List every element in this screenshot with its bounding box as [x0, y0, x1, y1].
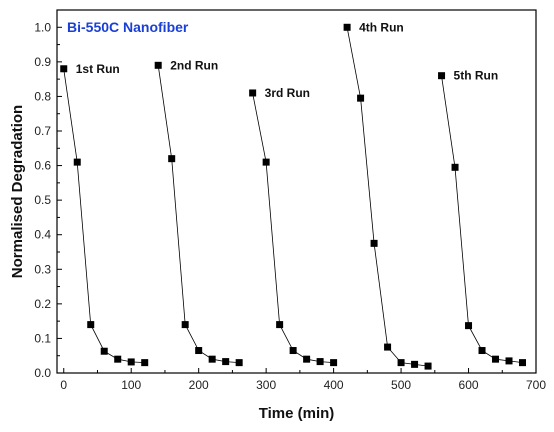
data-point	[505, 357, 513, 365]
y-axis-title: Normalised Degradation	[9, 105, 26, 278]
y-tick-label: 0.0	[34, 366, 51, 380]
data-point	[397, 359, 405, 367]
x-tick-label: 400	[324, 378, 344, 392]
y-tick-label: 0.8	[34, 89, 51, 103]
data-point	[465, 322, 473, 330]
y-tick-label: 0.5	[34, 193, 51, 207]
data-point	[195, 347, 203, 355]
data-point	[73, 158, 81, 166]
data-point	[262, 158, 270, 166]
y-tick-label: 0.2	[34, 297, 51, 311]
x-axis-title: Time (min)	[259, 405, 335, 422]
x-tick-label: 500	[391, 378, 411, 392]
series-3: 3rd Run	[249, 86, 338, 367]
data-point	[127, 358, 135, 366]
x-tick-label: 300	[256, 378, 276, 392]
data-point	[438, 72, 446, 80]
y-tick-label: 1.0	[34, 20, 51, 34]
run-label: 1st Run	[76, 62, 120, 76]
run-label: 3rd Run	[265, 86, 310, 100]
axes-group: 0 100 200 300 400 500 600 700 0.0 0.1 0.2 0.3 0.4 0.5…	[34, 9, 546, 392]
labels-group: Bi-550C Nanofiber Time (min) Normalised …	[9, 19, 334, 422]
y-tick-label: 0.4	[34, 228, 51, 242]
data-point	[411, 360, 419, 368]
data-point	[154, 61, 162, 69]
data-point	[519, 359, 527, 367]
data-point	[492, 355, 500, 363]
data-point	[316, 358, 324, 366]
data-point	[222, 358, 230, 366]
data-point	[249, 89, 257, 97]
x-tick-label: 700	[526, 378, 546, 392]
series-5: 5th Run	[438, 69, 527, 367]
data-point	[235, 359, 243, 367]
y-tick-label: 0.3	[34, 262, 51, 276]
data-point	[424, 362, 432, 370]
x-tick-label: 600	[459, 378, 479, 392]
data-point	[114, 355, 122, 363]
data-point	[370, 239, 378, 247]
data-point	[181, 321, 189, 329]
run-label: 2nd Run	[170, 58, 218, 72]
y-tick-label: 0.6	[34, 159, 51, 173]
data-point	[357, 94, 365, 102]
run-label: 5th Run	[454, 69, 499, 83]
data-point	[303, 355, 311, 363]
run-label: 4th Run	[359, 20, 404, 34]
data-point	[168, 155, 176, 163]
data-point	[384, 343, 392, 351]
data-point	[60, 65, 68, 73]
data-point	[289, 347, 297, 355]
data-point	[478, 347, 486, 355]
series-2: 2nd Run	[154, 58, 243, 367]
x-tick-label: 200	[189, 378, 209, 392]
y-tick-label: 0.1	[34, 331, 51, 345]
data-point	[141, 359, 149, 367]
x-tick-label: 100	[121, 378, 141, 392]
x-tick-label: 0	[60, 378, 67, 392]
plot-frame	[56, 9, 537, 374]
data-point	[87, 321, 95, 329]
y-tick-label: 0.9	[34, 55, 51, 69]
series-1: 1st Run	[60, 62, 149, 367]
chart-title: Bi-550C Nanofiber	[67, 19, 189, 35]
data-point	[330, 359, 338, 367]
y-tick-label: 0.7	[34, 124, 51, 138]
series-group: 1st Run 2nd Run 3rd Run 4th Run 5th Run	[60, 20, 527, 370]
data-point	[276, 321, 284, 329]
data-point	[451, 163, 459, 171]
data-point	[208, 355, 216, 363]
data-point	[100, 347, 108, 355]
series-4: 4th Run	[343, 20, 432, 370]
data-point	[343, 23, 351, 31]
